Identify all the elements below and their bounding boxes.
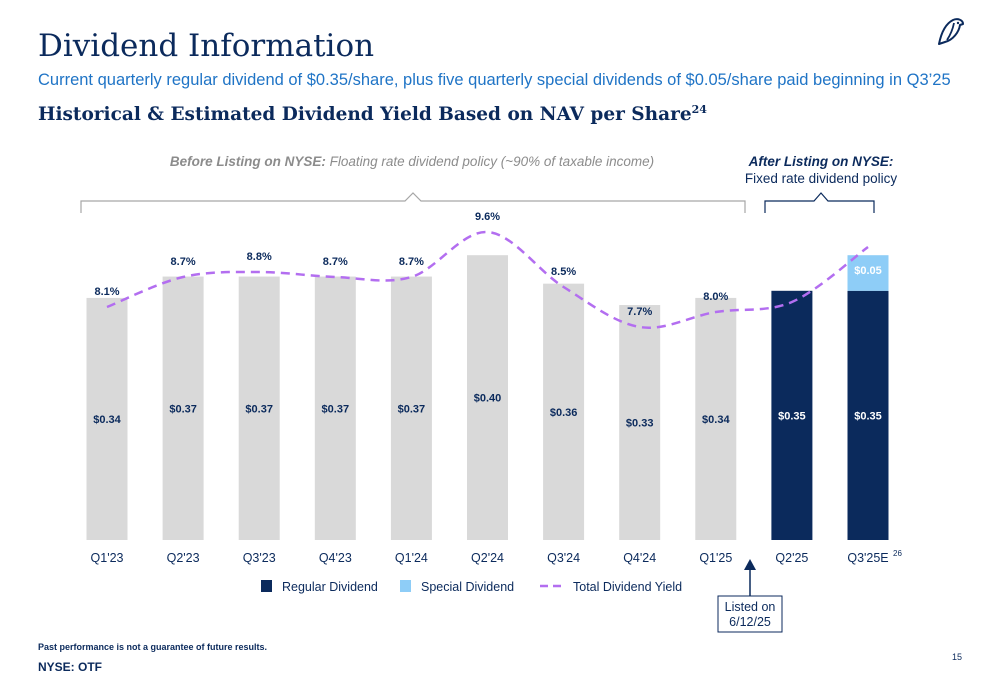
x-tick-label-9: Q2'25: [775, 551, 808, 565]
legend-label-yield: Total Dividend Yield: [573, 580, 682, 594]
yield-label-8: 8.0%: [703, 291, 728, 303]
listed-line1: Listed on: [725, 600, 776, 614]
svg-text:Before Listing on NYSE: Floati: Before Listing on NYSE: Floating rate di…: [170, 154, 654, 169]
legend: Regular Dividend Special Dividend Total …: [261, 580, 682, 594]
bar-regular-5: [467, 255, 508, 540]
regular-value-label-4: $0.37: [398, 403, 426, 415]
yield-label-3: 8.7%: [323, 256, 348, 268]
yield-line-path: [106, 230, 869, 329]
x-tick-label-1: Q2'23: [167, 551, 200, 565]
page-subtitle: Current quarterly regular dividend of $0…: [38, 71, 951, 89]
yield-label-4: 8.7%: [399, 256, 424, 268]
listed-callout: Listed on 6/12/25: [717, 559, 783, 633]
regular-value-label-5: $0.40: [474, 393, 502, 405]
yield-label-0: 8.1%: [94, 286, 119, 298]
chart-title-footnote-ref: 24: [691, 103, 707, 116]
bird-logo-icon: [938, 18, 964, 45]
dividend-chart: Before Listing on NYSE: Floating rate di…: [80, 154, 902, 633]
x-tick-label-0: Q1'23: [91, 551, 124, 565]
after-listing-bracket: [764, 192, 875, 213]
legend-label-special: Special Dividend: [421, 580, 514, 594]
x-tick-label-6: Q3'24: [547, 551, 580, 565]
x-tick-label-10: Q3'25E: [847, 551, 888, 565]
before-listing-bracket: [80, 192, 746, 213]
regular-value-label-1: $0.37: [169, 403, 197, 415]
legend-swatch-special: [400, 580, 411, 592]
bar-regular-1: [162, 276, 204, 540]
x-tick-footnote-ref: 26: [893, 549, 902, 558]
page-title: Dividend Information: [38, 28, 375, 64]
bar-regular-0: [86, 297, 128, 540]
before-listing-bold: Before Listing on NYSE:: [170, 154, 326, 169]
yield-label-5: 9.6%: [475, 211, 500, 223]
x-tick-label-5: Q2'24: [471, 551, 504, 565]
listed-arrowhead: [744, 559, 756, 570]
yield-label-10: 9.3%: [855, 234, 880, 246]
yield-label-6: 8.5%: [551, 266, 576, 278]
yield-label-9: 8.2%: [779, 281, 804, 293]
bar-regular-4: [390, 276, 432, 540]
regular-value-label-10: $0.35: [854, 410, 882, 422]
regular-value-label-0: $0.34: [93, 414, 121, 426]
regular-value-label-6: $0.36: [550, 407, 578, 419]
bar-regular-2: [238, 276, 280, 540]
chart-title: Historical & Estimated Dividend Yield Ba…: [38, 103, 707, 125]
regular-value-label-8: $0.34: [702, 414, 730, 426]
before-listing-text: Floating rate dividend policy (~90% of t…: [326, 154, 654, 169]
before-listing-annotation: Before Listing on NYSE: Floating rate di…: [80, 154, 746, 213]
x-tick-label-7: Q4'24: [623, 551, 656, 565]
x-tick-label-3: Q4'23: [319, 551, 352, 565]
yield-label-7: 7.7%: [627, 306, 652, 318]
special-value-label-10: $0.05: [854, 265, 882, 277]
after-listing-text: Fixed rate dividend policy: [745, 171, 898, 186]
x-tick-label-8: Q1'25: [699, 551, 732, 565]
regular-value-label-7: $0.33: [626, 418, 654, 430]
listed-box: [717, 595, 783, 633]
legend-label-regular: Regular Dividend: [282, 580, 378, 594]
bar-regular-8: [695, 297, 737, 540]
bar-regular-9: [771, 290, 813, 540]
ticker-symbol: NYSE: OTF: [38, 660, 103, 674]
legend-swatch-regular: [261, 580, 272, 592]
listed-line2: 6/12/25: [729, 615, 771, 629]
bar-regular-7: [619, 305, 661, 540]
bar-regular-3: [314, 276, 356, 540]
chart-title-text: Historical & Estimated Dividend Yield Ba…: [38, 104, 692, 126]
performance-disclaimer: Past performance is not a guarantee of f…: [38, 642, 268, 652]
bar-regular-10: [847, 290, 889, 540]
regular-value-label-9: $0.35: [778, 410, 806, 422]
x-tick-label-2: Q3'23: [243, 551, 276, 565]
x-tick-label-4: Q1'24: [395, 551, 428, 565]
regular-value-label-3: $0.37: [322, 403, 350, 415]
after-listing-bold: After Listing on NYSE:: [748, 154, 894, 169]
page-number: 15: [952, 652, 963, 662]
regular-value-label-2: $0.37: [245, 403, 273, 415]
yield-label-2: 8.8%: [247, 251, 272, 263]
yield-label-1: 8.7%: [171, 256, 196, 268]
bar-special-10: [847, 255, 889, 291]
after-listing-annotation: After Listing on NYSE: Fixed rate divide…: [745, 154, 898, 213]
bar-regular-6: [543, 283, 585, 540]
